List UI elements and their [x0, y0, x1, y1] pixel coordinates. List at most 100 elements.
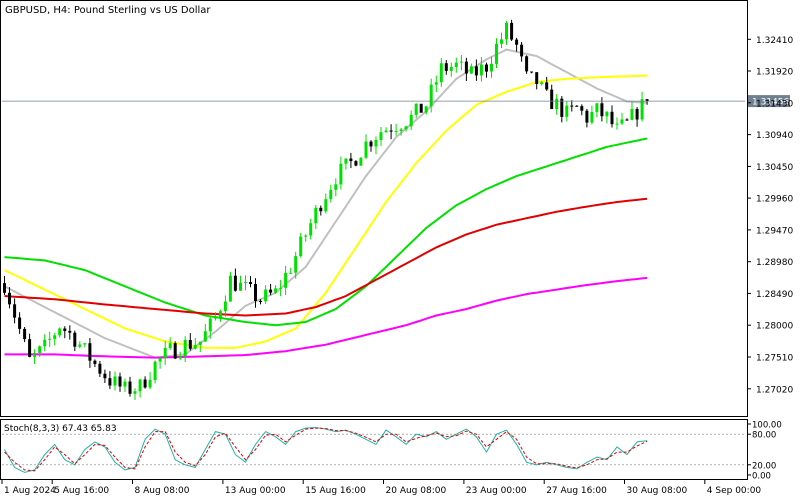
candle-bear — [269, 289, 273, 293]
candle-bear — [68, 330, 72, 333]
candle-bull — [198, 341, 202, 345]
candle-bull — [113, 376, 117, 386]
candle-bear — [575, 105, 579, 107]
candle-bear — [128, 381, 132, 394]
candle-bull — [454, 62, 458, 67]
candle-bull — [339, 163, 343, 185]
price-tick-label: 1.28000 — [756, 322, 793, 332]
main-plot-frame — [0, 0, 748, 417]
candle-bull — [495, 43, 498, 64]
moving-average-green — [4, 137, 648, 327]
candle-bull — [304, 235, 308, 237]
candle-bull — [479, 64, 483, 76]
candle-bull — [449, 67, 453, 71]
price-tick-label: 1.27510 — [756, 354, 793, 364]
candle-bull — [48, 338, 52, 340]
candle-bear — [545, 82, 549, 90]
time-tick-label: 8 Aug 08:00 — [135, 486, 190, 496]
time-tick-label: 27 Aug 16:00 — [546, 486, 607, 496]
candle-bull — [590, 112, 594, 123]
candle-bull — [38, 346, 42, 353]
candle-bear — [23, 328, 27, 340]
price-tick-label: 1.30450 — [756, 163, 793, 173]
candle-bull — [178, 356, 182, 359]
price-tick-label: 1.31430 — [756, 99, 793, 109]
candle-bear — [254, 284, 257, 301]
candle-bull — [274, 288, 278, 293]
candle-bull — [183, 340, 187, 357]
candle-bull — [244, 282, 247, 284]
candle-bear — [369, 141, 373, 147]
stoch-level-label: 20.00 — [752, 461, 776, 471]
candle-bull — [223, 301, 227, 312]
candle-bear — [625, 119, 629, 121]
candle-bull — [284, 272, 288, 288]
candle-bull — [414, 103, 418, 115]
moving-average-yellow — [4, 74, 648, 349]
stoch-signal-line — [4, 427, 648, 472]
candle-bull — [359, 157, 363, 166]
candle-bear — [354, 161, 358, 166]
candle-bull — [364, 141, 368, 158]
candle-bull — [540, 82, 544, 84]
price-tick-label: 1.28490 — [756, 290, 793, 300]
candle-bull — [434, 82, 438, 85]
candle-bear — [580, 106, 584, 111]
candle-bull — [138, 379, 142, 392]
candle-bear — [389, 130, 393, 132]
candle-bull — [399, 129, 403, 131]
candle-bull — [213, 317, 217, 319]
candle-bear — [474, 66, 478, 76]
time-tick-label: 23 Aug 00:00 — [466, 486, 527, 496]
candle-bear — [18, 317, 22, 329]
candle-bear — [464, 61, 468, 74]
candle-bear — [73, 332, 77, 347]
candle-bull — [33, 353, 37, 357]
time-tick-label: 15 Aug 16:00 — [305, 486, 366, 496]
candle-bear — [88, 343, 92, 361]
candle-bear — [259, 300, 262, 302]
candle-bull — [43, 339, 47, 347]
current-price-line-layer: 1.31456 — [2, 95, 790, 108]
candle-bull — [409, 114, 413, 127]
stoch-level-label: 0.00 — [752, 472, 771, 482]
time-tick-label: 13 Aug 00:00 — [225, 486, 286, 496]
candle-bear — [143, 379, 147, 388]
candle-bear — [610, 111, 614, 125]
candle-bull — [565, 105, 569, 117]
candle-bull — [615, 123, 619, 125]
price-tick-label: 1.29960 — [756, 195, 793, 205]
candle-bear — [349, 158, 353, 162]
candle-bear — [485, 64, 488, 72]
moving-average-magenta — [4, 276, 648, 359]
candle-bull — [163, 348, 167, 358]
candle-bull — [153, 361, 157, 380]
candle-bull — [208, 318, 212, 332]
candle-bull — [439, 63, 443, 83]
candle-bull — [640, 99, 644, 120]
moving-average-red — [4, 197, 648, 317]
price-axis: 1.32410 1.31920 1.31430 1.30940 1.30450 1.299… — [747, 36, 793, 395]
candle-bull — [203, 331, 207, 342]
candle-bear — [645, 99, 649, 102]
candlestick-layer — [3, 19, 649, 400]
candle-bull — [605, 111, 609, 117]
candle-bull — [595, 103, 599, 112]
price-tick-label: 1.27020 — [756, 385, 793, 395]
candle-bull — [78, 344, 82, 347]
price-tick-label: 1.31920 — [756, 68, 793, 78]
time-tick-label: 30 Aug 08:00 — [627, 486, 688, 496]
candle-bull — [58, 328, 62, 336]
candle-bull — [505, 22, 508, 40]
candle-bear — [530, 71, 534, 73]
candle-bear — [98, 363, 102, 374]
candle-bear — [444, 63, 448, 71]
candle-bull — [158, 358, 162, 362]
current-price-box — [748, 95, 790, 108]
candle-bear — [550, 89, 554, 109]
time-tick-label: 5 Aug 16:00 — [54, 486, 109, 496]
stoch-level-label: 100.00 — [752, 421, 782, 431]
candle-bear — [13, 304, 17, 318]
